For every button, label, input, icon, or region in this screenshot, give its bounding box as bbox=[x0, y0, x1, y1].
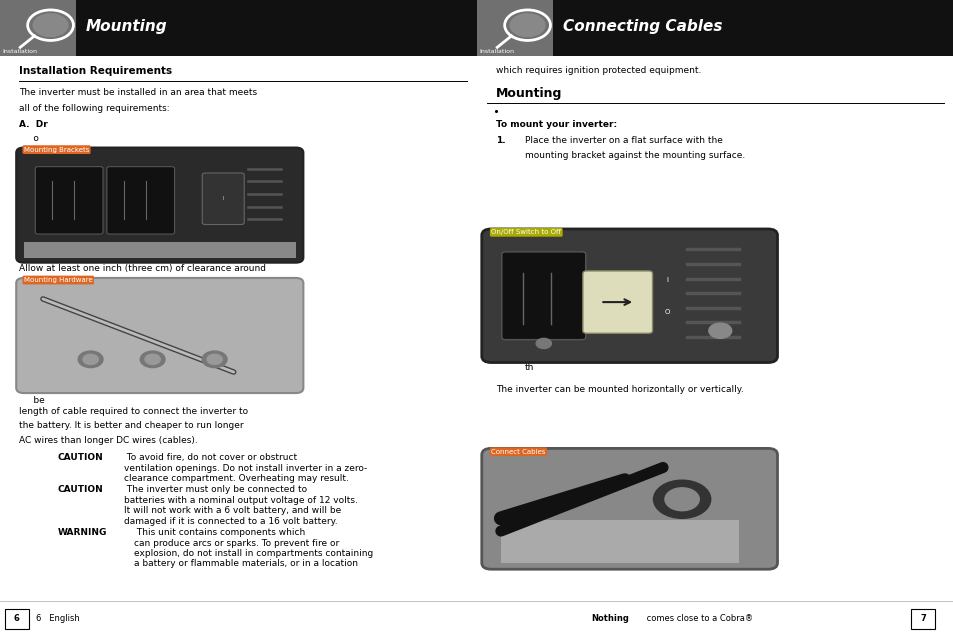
Text: be: be bbox=[19, 396, 45, 404]
Circle shape bbox=[140, 351, 165, 368]
Text: comes close to a Cobra®: comes close to a Cobra® bbox=[643, 614, 758, 623]
Circle shape bbox=[145, 354, 160, 364]
Bar bbox=[476, 0, 953, 56]
FancyBboxPatch shape bbox=[107, 167, 174, 234]
Text: In: In bbox=[19, 375, 42, 384]
Text: AC wires than longer DC wires (cables).: AC wires than longer DC wires (cables). bbox=[19, 436, 197, 445]
Text: Mounting Hardware: Mounting Hardware bbox=[24, 277, 92, 283]
Text: Connect Cables: Connect Cables bbox=[491, 449, 545, 455]
Text: To mount your inverter:: To mount your inverter: bbox=[496, 120, 617, 129]
FancyBboxPatch shape bbox=[501, 252, 585, 340]
Circle shape bbox=[653, 480, 710, 518]
FancyBboxPatch shape bbox=[16, 278, 303, 393]
Text: which requires ignition protected equipment.: which requires ignition protected equipm… bbox=[496, 66, 700, 74]
Text: openings on the ends of the unit are not obstructed.: openings on the ends of the unit are not… bbox=[19, 293, 257, 302]
Circle shape bbox=[708, 323, 731, 338]
Text: CAUTION: CAUTION bbox=[57, 485, 103, 494]
Text: B.  C: B. C bbox=[19, 172, 42, 181]
Text: Nothing: Nothing bbox=[591, 614, 629, 623]
Text: 6   English: 6 English bbox=[36, 614, 80, 623]
Text: 6: 6 bbox=[13, 614, 20, 623]
Bar bbox=[500, 520, 739, 563]
Text: E.  C: E. C bbox=[19, 356, 41, 365]
Text: 7: 7 bbox=[919, 614, 925, 623]
Text: WARNING: WARNING bbox=[57, 528, 107, 537]
Circle shape bbox=[202, 351, 227, 368]
Text: Mounting: Mounting bbox=[86, 19, 168, 34]
Text: 1.: 1. bbox=[496, 136, 505, 145]
Text: length of cable required to connect the inverter to: length of cable required to connect the … bbox=[19, 407, 248, 416]
Text: The inverter can be mounted horizontally or vertically.: The inverter can be mounted horizontally… bbox=[496, 385, 743, 394]
Text: Mounting Brackets: Mounting Brackets bbox=[24, 147, 90, 153]
Text: M: M bbox=[524, 347, 532, 356]
Text: C.  V: C. V bbox=[19, 229, 42, 238]
Text: a: a bbox=[19, 210, 39, 219]
Text: mounting bracket against the mounting surface.: mounting bracket against the mounting su… bbox=[524, 151, 744, 160]
Bar bbox=[24, 242, 295, 258]
Text: CAUTION: CAUTION bbox=[57, 453, 103, 462]
Text: O: O bbox=[664, 308, 670, 315]
Text: the battery. It is better and cheaper to run longer: the battery. It is better and cheaper to… bbox=[19, 421, 243, 431]
Text: A.  Dr: A. Dr bbox=[19, 120, 48, 130]
Text: 2.: 2. bbox=[496, 347, 505, 356]
Bar bbox=[0, 0, 76, 56]
Text: Place the inverter on a flat surface with the: Place the inverter on a flat surface wit… bbox=[524, 136, 721, 145]
Text: Installation: Installation bbox=[478, 49, 514, 54]
Text: The inverter must be installed in an area that meets: The inverter must be installed in an are… bbox=[19, 88, 257, 97]
Text: Mounting: Mounting bbox=[496, 87, 562, 100]
FancyBboxPatch shape bbox=[481, 229, 777, 363]
Text: This unit contains components which
can produce arcs or sparks. To prevent fire : This unit contains components which can … bbox=[133, 528, 373, 569]
FancyBboxPatch shape bbox=[481, 448, 777, 569]
Text: D: D bbox=[19, 299, 27, 308]
Text: A: A bbox=[19, 191, 39, 200]
Text: To avoid fire, do not cover or obstruct
ventilation openings. Do not install inv: To avoid fire, do not cover or obstruct … bbox=[124, 453, 367, 483]
Text: as: as bbox=[19, 318, 44, 327]
Text: Installation Requirements: Installation Requirements bbox=[19, 66, 172, 76]
Text: Installation: Installation bbox=[2, 49, 37, 54]
Circle shape bbox=[664, 488, 699, 511]
Circle shape bbox=[32, 13, 69, 38]
Text: Connecting Cables: Connecting Cables bbox=[562, 19, 721, 34]
Text: the inverter for proper airflow. Make sure that ventilation: the inverter for proper airflow. Make su… bbox=[19, 279, 278, 287]
FancyBboxPatch shape bbox=[202, 173, 244, 225]
Text: I: I bbox=[222, 196, 224, 201]
Circle shape bbox=[207, 354, 222, 364]
FancyBboxPatch shape bbox=[582, 271, 652, 333]
Circle shape bbox=[83, 354, 98, 364]
Text: th: th bbox=[524, 363, 534, 371]
FancyBboxPatch shape bbox=[35, 167, 103, 234]
Bar bbox=[0, 0, 476, 56]
Bar bbox=[910, 609, 934, 629]
Text: Allow at least one inch (three cm) of clearance around: Allow at least one inch (three cm) of cl… bbox=[19, 264, 266, 273]
Text: o: o bbox=[19, 134, 39, 143]
Text: I: I bbox=[666, 277, 668, 283]
Circle shape bbox=[78, 351, 103, 368]
Text: fla: fla bbox=[19, 337, 45, 346]
Bar bbox=[5, 609, 29, 629]
Circle shape bbox=[536, 338, 551, 349]
Text: On/Off Switch to Off: On/Off Switch to Off bbox=[491, 230, 560, 235]
Bar bbox=[476, 0, 553, 56]
Text: The inverter must only be connected to
batteries with a nominal output voltage o: The inverter must only be connected to b… bbox=[124, 485, 357, 525]
Circle shape bbox=[509, 13, 545, 38]
FancyBboxPatch shape bbox=[16, 148, 303, 263]
Text: all of the following requirements:: all of the following requirements: bbox=[19, 104, 170, 113]
